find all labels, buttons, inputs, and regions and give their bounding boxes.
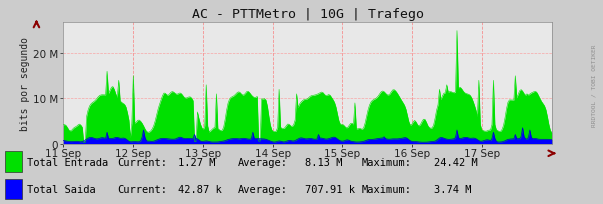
- Text: 42.87 k: 42.87 k: [178, 184, 222, 194]
- Text: Average:: Average:: [238, 157, 288, 167]
- Text: Current:: Current:: [118, 157, 168, 167]
- Text: 24.42 M: 24.42 M: [434, 157, 478, 167]
- Text: Maximum:: Maximum:: [362, 157, 412, 167]
- Text: Maximum:: Maximum:: [362, 184, 412, 194]
- Text: 3.74 M: 3.74 M: [434, 184, 472, 194]
- Text: Average:: Average:: [238, 184, 288, 194]
- Text: 707.91 k: 707.91 k: [305, 184, 355, 194]
- Y-axis label: bits por segundo: bits por segundo: [20, 36, 30, 130]
- Text: 1.27 M: 1.27 M: [178, 157, 215, 167]
- Text: RRDTOOL / TOBI OETIKER: RRDTOOL / TOBI OETIKER: [592, 45, 596, 127]
- Title: AC - PTTMetro | 10G | Trafego: AC - PTTMetro | 10G | Trafego: [192, 8, 423, 21]
- Text: Total Saida: Total Saida: [27, 184, 96, 194]
- Text: Total Entrada: Total Entrada: [27, 157, 109, 167]
- Bar: [5, 179, 22, 199]
- Text: 8.13 M: 8.13 M: [305, 157, 342, 167]
- Bar: [5, 152, 22, 172]
- Text: Current:: Current:: [118, 184, 168, 194]
